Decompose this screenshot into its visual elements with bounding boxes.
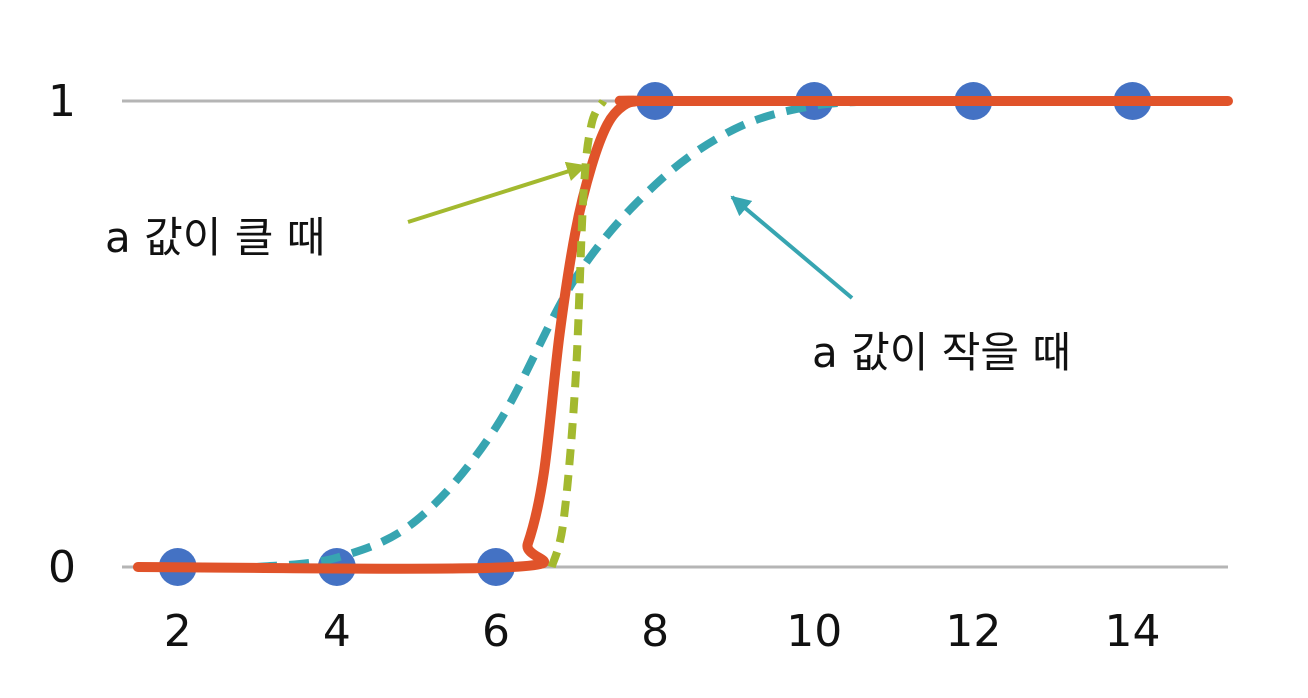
x-tick-label: 10	[786, 606, 842, 657]
x-tick-label: 6	[482, 606, 510, 657]
x-tick-label: 8	[641, 606, 669, 657]
x-tick-label: 14	[1105, 606, 1161, 657]
annotation-arrow-small-a	[730, 195, 854, 300]
series-line-dotted	[547, 98, 607, 569]
y-tick-label: 0	[48, 542, 76, 593]
x-tick-label: 4	[323, 606, 351, 657]
annotation-small-a: a 값이 작을 때	[812, 328, 1071, 377]
annotation-large-a: a 값이 클 때	[105, 213, 325, 262]
annotation-arrow-large-a	[407, 161, 587, 224]
y-tick-label: 1	[48, 76, 76, 127]
x-tick-label: 12	[945, 606, 1001, 657]
series-lines	[132, 95, 1233, 574]
x-tick-label: 2	[164, 606, 192, 657]
tick-labels: 2 4 6 8 10 12 14 0 1	[48, 76, 1161, 657]
